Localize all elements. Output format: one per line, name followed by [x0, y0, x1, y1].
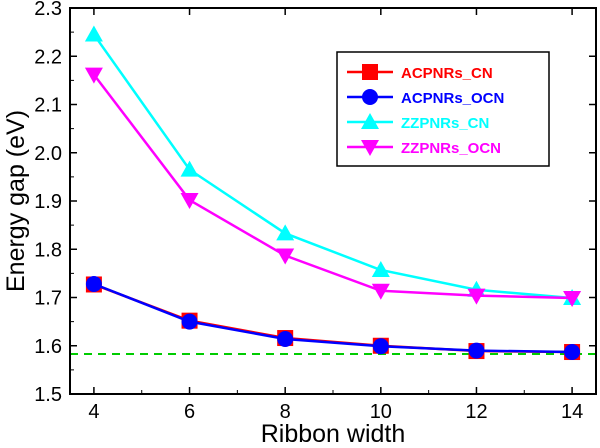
- x-tick-label: 6: [184, 401, 195, 423]
- series-layer: [84, 25, 582, 361]
- data-point: [85, 275, 102, 292]
- ticks-layer: 4 6 8 10 12 14 1.5 1.6 1.7 1.8 1.9 2.0 2.1 2.2 2.3: [34, 0, 596, 423]
- y-tick-label: 1.5: [34, 384, 62, 406]
- legend-label: ACPNRs_CN: [401, 65, 493, 82]
- series-line: [93, 282, 573, 354]
- data-point: [84, 67, 103, 84]
- series-zzpnrs-ocn: [84, 67, 582, 307]
- x-tick-label: 12: [465, 401, 487, 423]
- legend-marker: [361, 140, 379, 156]
- y-tick-label: 2.1: [34, 95, 62, 117]
- data-point: [563, 290, 582, 307]
- y-tick-label: 2.0: [34, 143, 62, 165]
- series-line: [92, 33, 573, 300]
- data-point: [181, 313, 198, 330]
- x-axis-title: Ribbon width: [261, 420, 406, 448]
- legend-label: ZZPNRs_CN: [401, 115, 489, 132]
- series-line: [92, 73, 573, 300]
- legend-item: ACPNRs_OCN: [347, 89, 504, 107]
- data-point: [467, 288, 486, 305]
- data-point: [277, 330, 294, 347]
- legend-marker: [362, 64, 378, 80]
- legend-item: ZZPNRs_CN: [347, 113, 489, 132]
- legend-marker: [361, 113, 379, 129]
- y-tick-label: 2.2: [34, 46, 62, 68]
- data-point: [276, 224, 295, 241]
- y-tick-label: 1.7: [34, 288, 62, 310]
- y-axis-title: Energy gap (eV): [2, 110, 30, 292]
- legend-item: ACPNRs_CN: [347, 64, 493, 82]
- y-tick-label: 1.8: [34, 239, 62, 261]
- data-point: [371, 260, 390, 277]
- x-tick-label: 4: [88, 401, 99, 423]
- legend-label: ZZPNRs_OCN: [401, 140, 501, 157]
- data-point: [564, 344, 581, 361]
- x-tick-label: 8: [280, 401, 291, 423]
- x-tick-label: 14: [561, 401, 583, 423]
- legend-marker: [362, 89, 378, 105]
- data-point: [276, 248, 295, 265]
- legend-item: ZZPNRs_OCN: [347, 140, 501, 157]
- y-tick-label: 1.6: [34, 336, 62, 358]
- series-acpnrs-cn: [85, 276, 581, 361]
- data-point: [468, 342, 485, 359]
- series-acpnrs-ocn: [85, 275, 581, 361]
- legend: ACPNRs_CN ACPNRs_OCN ZZPNRs_CN ZZPNRs_OCN: [336, 51, 550, 167]
- data-point: [371, 283, 390, 300]
- data-point: [180, 160, 199, 177]
- x-tick-label: 10: [370, 401, 392, 423]
- data-point: [372, 338, 389, 355]
- y-tick-label: 1.9: [34, 191, 62, 213]
- legend-label: ACPNRs_OCN: [401, 90, 504, 107]
- data-point: [180, 193, 199, 210]
- data-point: [84, 25, 103, 42]
- y-tick-label: 2.3: [34, 0, 62, 20]
